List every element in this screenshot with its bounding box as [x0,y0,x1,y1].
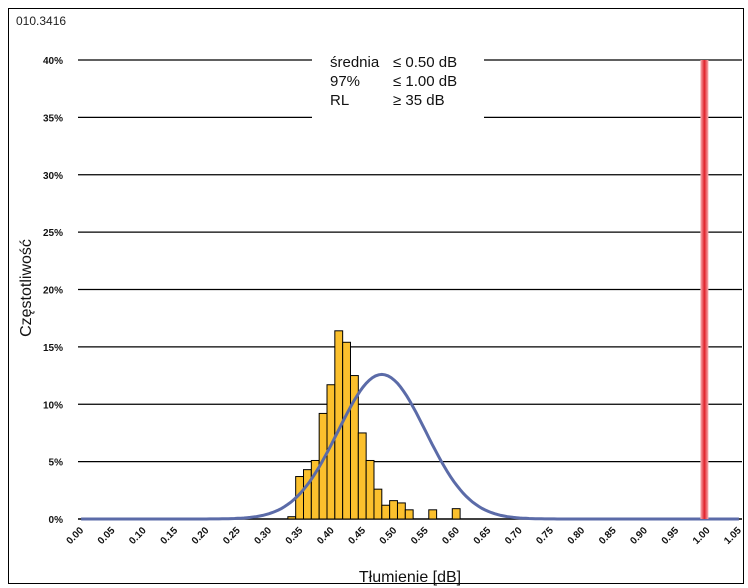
y-tick-label: 30% [43,171,63,182]
x-tick-label: 1.05 [722,525,744,547]
figure-code: 010.3416 [16,14,67,28]
grid-lines [78,59,742,520]
annotation-label: 97% [330,73,360,90]
limit-line [700,60,709,519]
y-tick-label: 0% [49,515,64,526]
x-tick-label: 0.25 [221,525,243,547]
y-tick-labels: 0% 5% 10% 15% 20% 25% 30% 35% 40% [43,56,63,526]
annotation-value: ≤ 0.50 dB [393,54,457,71]
y-tick-label: 20% [43,286,63,297]
annotation-value: ≥ 35 dB [393,92,445,109]
x-tick-label: 0.65 [472,525,494,547]
x-tick-label: 0.50 [378,525,400,547]
y-tick-label: 10% [43,400,63,411]
y-tick-label: 5% [49,458,64,469]
x-tick-label: 0.85 [597,525,619,547]
limit-bar [700,60,709,519]
histogram-bar [373,488,383,520]
x-tick-label: 0.35 [284,525,306,547]
x-tick-labels: 0.00 0.05 0.10 0.15 0.20 0.25 0.30 0.35 0.40 0.45… [65,525,745,547]
histogram-bars [287,330,461,520]
x-tick-label: 1.00 [691,525,713,547]
y-tick-label: 25% [43,228,63,239]
x-tick-label: 0.05 [96,525,118,547]
histogram-bar [451,508,461,520]
histogram-bar [428,509,438,520]
x-tick-label: 0.30 [252,525,274,547]
x-tick-label: 0.10 [127,525,149,547]
annotation-value: ≤ 1.00 dB [393,73,457,90]
histogram-bar [342,341,351,520]
histogram-bar [287,516,297,520]
y-tick-label: 35% [43,113,63,124]
histogram-bar [357,432,367,520]
histogram-bar [365,459,375,520]
fitted-curve [81,372,739,521]
x-tick-label: 0.80 [566,525,588,547]
x-axis-label: Tłumienie [dB] [359,569,461,586]
x-tick-label: 0.70 [503,525,525,547]
histogram-bar [381,504,391,520]
histogram-bar [389,500,398,520]
x-tick-label: 0.75 [534,525,556,547]
histogram-bar [404,509,414,520]
annotation-label: RL [330,92,349,109]
histogram-bar [396,502,406,520]
y-tick-label: 15% [43,343,63,354]
annotation-label: średnia [330,54,380,71]
x-tick-label: 0.95 [660,525,682,547]
x-tick-label: 0.15 [159,525,181,547]
x-tick-label: 0.90 [628,525,650,547]
annotation-box: średnia ≤ 0.50 dB 97% ≤ 1.00 dB RL ≥ 35 dB [312,48,484,124]
y-tick-label: 40% [43,56,63,67]
y-axis-label: Częstotliwość [18,239,35,337]
x-tick-label: 0.00 [65,525,87,547]
x-tick-label: 0.40 [315,525,337,547]
annotation-background [312,48,484,124]
histogram-bar [303,469,312,520]
x-tick-label: 0.55 [409,525,431,547]
x-tick-label: 0.45 [346,525,368,547]
x-tick-label: 0.60 [440,525,462,547]
x-tick-label: 0.20 [190,525,212,547]
normal-curve [81,372,739,521]
